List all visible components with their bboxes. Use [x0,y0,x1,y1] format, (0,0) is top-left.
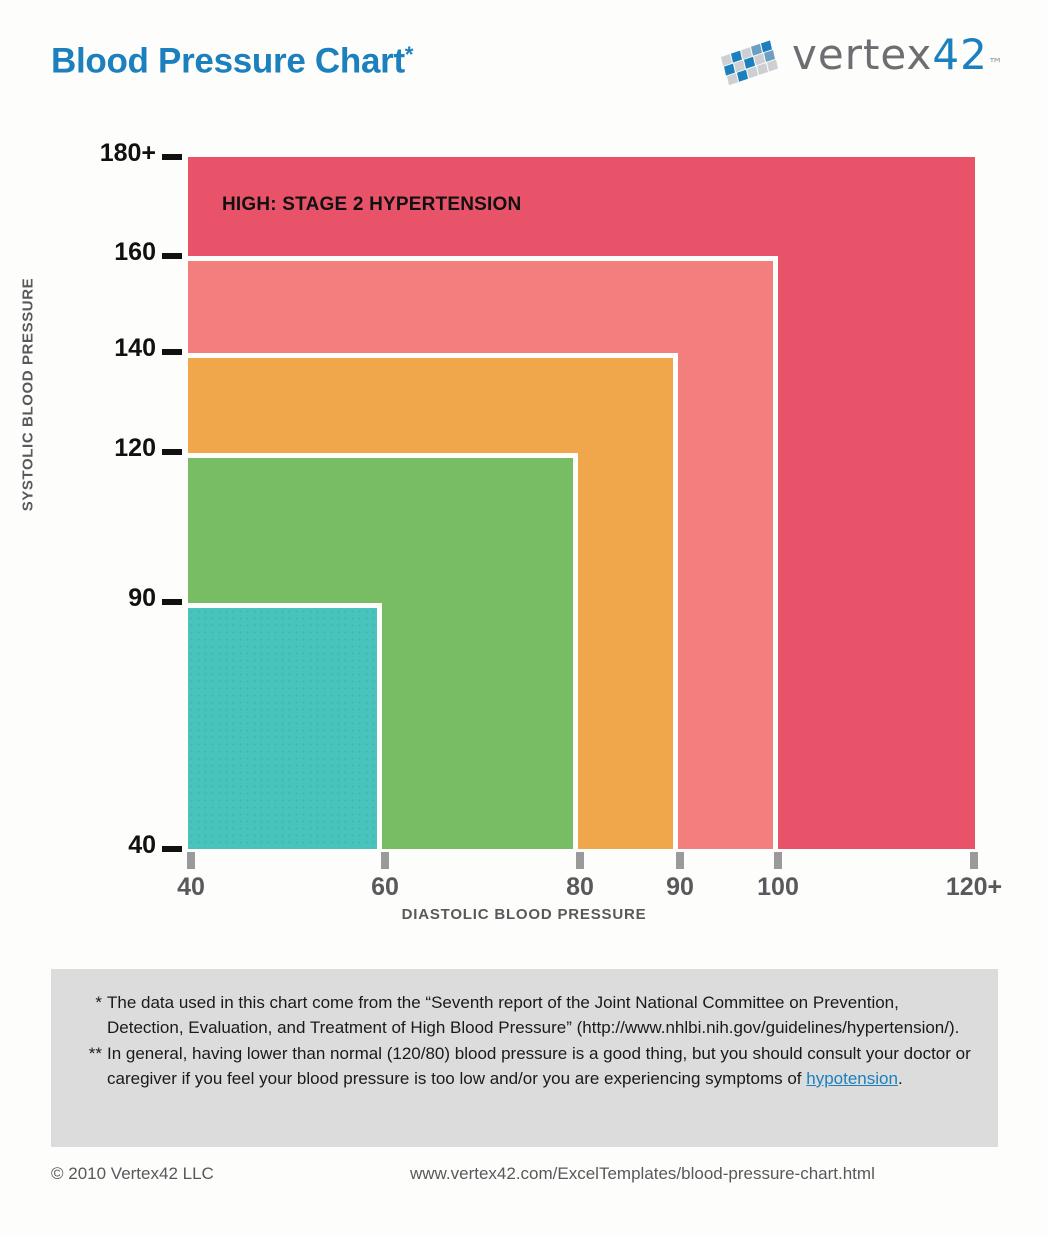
checkered-flag-icon [721,40,778,85]
x-tick-mark [576,852,584,869]
y-tick-label: 90 [128,584,156,612]
footnotes-box: * The data used in this chart come from … [51,969,998,1147]
x-tick-label: 90 [666,873,694,901]
footnote-2-text-end: . [897,1068,903,1088]
x-tick-mark [970,852,978,869]
y-tick-mark [162,253,182,259]
x-tick-label: 120+ [945,873,1003,901]
footnote-2-marker: ** [88,1044,102,1064]
x-tick-label: 60 [371,873,399,901]
y-tick-mark [162,846,182,852]
x-tick-mark [187,852,195,869]
x-tick-label: 100 [757,873,799,901]
y-tick-mark [162,599,182,605]
page-title-text: Blood Pressure Chart [51,41,405,81]
footnote-1-body: The data used in this chart come from th… [107,991,972,1040]
x-tick-label: 40 [177,873,205,901]
y-tick-mark [162,349,182,355]
x-tick-label: 80 [566,873,594,901]
footnote-1-marker: * [95,993,102,1012]
logo-word-main: vertex [792,30,933,79]
copyright-text: © 2010 Vertex42 LLC [51,1164,214,1183]
footnote-1: * The data used in this chart come from … [77,991,972,1040]
page-footer: © 2010 Vertex42 LLC www.vertex42.com/Exc… [0,1158,1048,1203]
x-axis-title: DIASTOLIC BLOOD PRESSURE [401,906,647,923]
blood-pressure-chart: HIGH: STAGE 2 HYPERTENSION HIGH: STAGE 1… [0,118,1048,1113]
y-tick-label: 40 [128,831,156,859]
y-tick-label: 180+ [99,139,156,167]
y-tick-mark [162,449,182,455]
y-tick-label: 140 [114,334,156,362]
x-tick-mark [381,852,389,869]
region-low: LOW** [188,603,382,1113]
footnote-2: ** In general, having lower than normal … [77,1042,972,1091]
footer-url[interactable]: www.vertex42.com/ExcelTemplates/blood-pr… [410,1164,875,1183]
footnote-2-text: In general, having lower than normal (12… [107,1044,971,1088]
footnote-2-body: In general, having lower than normal (12… [107,1042,972,1091]
logo-word-number: 42 [932,30,988,79]
y-axis-title: SYSTOLIC BLOOD PRESSURE [19,277,37,512]
logo-wordmark: vertex42™ [792,30,1004,79]
logo-trademark: ™ [987,55,1004,73]
y-tick-label: 160 [114,238,156,266]
vertex42-logo[interactable]: vertex42™ [718,30,1003,88]
x-tick-mark [774,852,782,869]
page-title-footnote-marker: * [404,42,414,67]
x-tick-mark [676,852,684,869]
region-label-high-stage-2: HIGH: STAGE 2 HYPERTENSION [222,194,522,215]
page-header: Blood Pressure Chart* vertex42 [0,0,1048,118]
footnote-1-text: The data used in this chart come from th… [107,993,960,1037]
hypotension-link[interactable]: hypotension [806,1068,898,1088]
chart-plot-area: HIGH: STAGE 2 HYPERTENSION HIGH: STAGE 1… [188,157,975,1113]
y-tick-mark [162,154,182,160]
y-tick-label: 120 [114,434,156,462]
page-title: Blood Pressure Chart* [51,40,413,82]
